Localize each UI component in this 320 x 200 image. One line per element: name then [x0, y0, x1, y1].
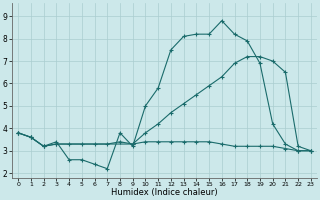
X-axis label: Humidex (Indice chaleur): Humidex (Indice chaleur): [111, 188, 218, 197]
